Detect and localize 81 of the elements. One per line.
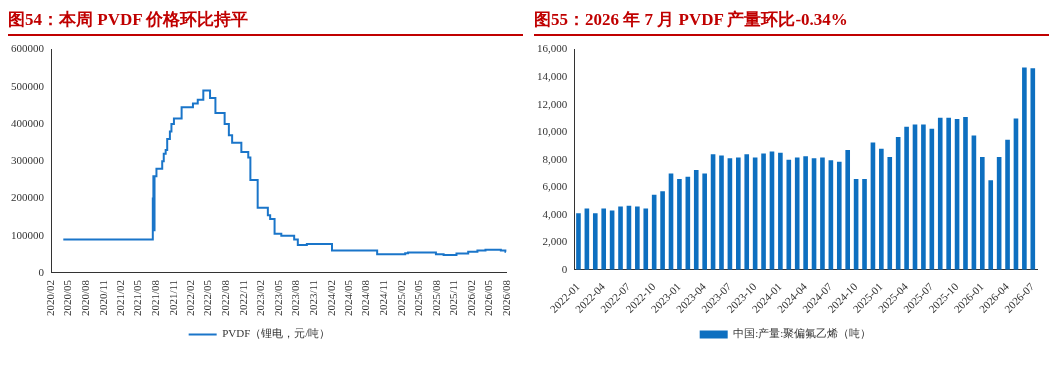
x-tick-label: 2025/02	[394, 279, 407, 317]
bar	[988, 180, 994, 270]
chart-title: 图54：本周 PVDF 价格环比持平	[8, 8, 523, 36]
bar	[836, 161, 842, 270]
x-tick-label: 2025/05	[411, 279, 424, 317]
x-tick-label: 2024/08	[359, 279, 372, 317]
x-tick-label: 2020/08	[78, 279, 91, 317]
x-tick-label: 2024/05	[341, 279, 354, 317]
y-tick-label: 100000	[11, 228, 45, 241]
bar	[693, 169, 699, 270]
x-tick-label: 2023/02	[254, 279, 267, 317]
bar	[879, 148, 884, 270]
x-tick-label: 2026/02	[464, 279, 477, 317]
y-tick-label: 200000	[11, 191, 45, 204]
bar	[601, 208, 607, 270]
x-tick-label: 2020/11	[96, 279, 109, 316]
y-tick-label: 14,000	[537, 70, 568, 83]
bar	[660, 191, 665, 270]
bar	[946, 117, 951, 270]
bar	[803, 156, 808, 270]
bar	[820, 157, 825, 270]
x-tick-label: 2024/11	[377, 279, 390, 316]
bar	[744, 154, 750, 270]
bar	[592, 213, 598, 270]
bar	[794, 157, 800, 270]
y-tick-label: 2,000	[542, 235, 568, 248]
x-tick-label: 2021/05	[131, 279, 144, 317]
x-tick-label: 2022/05	[201, 279, 214, 317]
y-tick-label: 300000	[11, 154, 45, 167]
x-tick-label: 2025/08	[429, 279, 442, 317]
y-tick-label: 400000	[11, 116, 45, 129]
y-tick-label: 500000	[11, 79, 45, 92]
bar	[1005, 139, 1010, 270]
y-tick-label: 0	[561, 262, 568, 275]
bar	[635, 206, 640, 270]
x-tick-label: 2020/05	[61, 279, 74, 317]
bar	[778, 152, 783, 270]
bar	[937, 117, 943, 270]
x-tick-label: 2026/05	[482, 279, 495, 317]
bar	[643, 208, 649, 270]
x-tick-label: 2026/08	[499, 279, 512, 317]
bar	[576, 213, 581, 270]
y-tick-label: 0	[38, 265, 45, 278]
y-tick-label: 10,000	[537, 125, 568, 138]
legend-label: PVDF（锂电，元/吨）	[222, 327, 331, 340]
x-tick-label: 2022/11	[236, 279, 249, 316]
x-tick-label: 2023/08	[289, 279, 302, 317]
y-tick-label: 8,000	[542, 152, 568, 165]
bar	[921, 124, 926, 270]
bar	[677, 178, 682, 270]
bar	[761, 153, 766, 270]
x-tick-label: 2023/11	[306, 279, 319, 316]
x-tick-label: 2025/11	[447, 279, 460, 316]
chart-title: 图55：2026 年 7 月 PVDF 产量环比-0.34%	[534, 8, 1049, 36]
y-tick-label: 600000	[11, 42, 45, 55]
bar	[963, 117, 968, 270]
y-tick-label: 16,000	[537, 42, 568, 55]
bar	[736, 157, 741, 270]
bar	[845, 150, 851, 270]
bar	[618, 206, 623, 270]
bar	[719, 155, 724, 270]
bar	[980, 156, 985, 270]
y-tick-label: 12,000	[537, 97, 568, 110]
x-tick-label: 2021/11	[166, 279, 179, 316]
bar	[904, 126, 909, 270]
x-tick-label: 2022/08	[219, 279, 232, 317]
x-tick-label: 2023/05	[271, 279, 284, 317]
bar	[887, 156, 893, 270]
bar	[862, 178, 867, 270]
bar	[1030, 68, 1036, 270]
x-tick-label: 2020/02	[43, 279, 56, 317]
x-tick-label: 2021/08	[148, 279, 161, 317]
bar	[1022, 67, 1027, 270]
y-tick-label: 4,000	[542, 207, 568, 220]
x-tick-label: 2024/02	[324, 279, 337, 317]
bar	[786, 159, 792, 270]
x-tick-label: 2022/02	[184, 279, 197, 317]
y-tick-label: 6,000	[542, 180, 568, 193]
legend-label: 中国:产量:聚偏氟乙烯（吨）	[733, 327, 872, 340]
bar	[702, 173, 707, 270]
x-tick-label: 2021/02	[114, 279, 127, 317]
